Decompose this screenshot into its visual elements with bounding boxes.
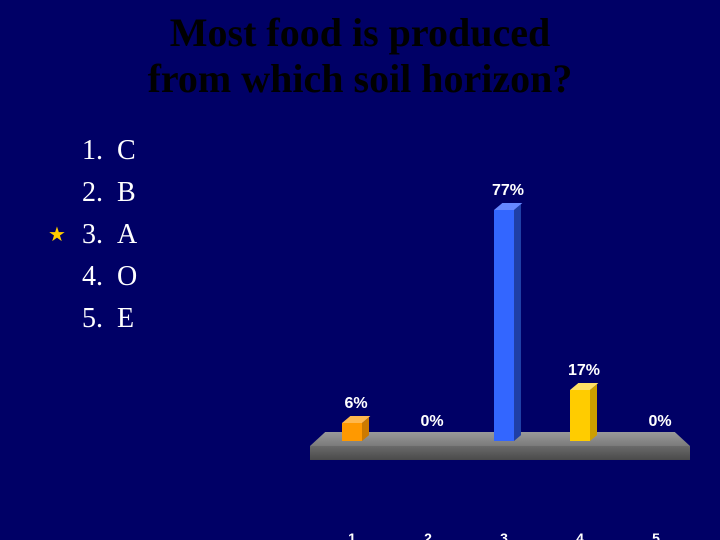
bar-value-label: 6%: [344, 395, 367, 413]
option-label: A: [103, 219, 137, 251]
answer-options: 1.C2.B★3.A4.O5.E: [45, 135, 137, 345]
title-line-2: from which soil horizon?: [0, 56, 720, 102]
option-label: E: [103, 303, 134, 335]
option-number: 1.: [69, 135, 103, 167]
response-chart: 6%0%77%17%0% 12345: [310, 120, 690, 520]
star-icon: ★: [48, 225, 66, 245]
bar-value-label: 0%: [648, 413, 671, 431]
option-label: C: [103, 135, 136, 167]
answer-option[interactable]: 4.O: [45, 261, 137, 293]
chart-plot: 6% 0% 77% 17% 0%: [310, 120, 690, 460]
option-label: B: [103, 177, 136, 209]
option-label: O: [103, 261, 137, 293]
option-number: 4.: [69, 261, 103, 293]
bar-front: [342, 423, 362, 441]
x-axis-label: 4: [576, 530, 584, 540]
bar-value-label: 17%: [568, 362, 600, 380]
bar-side: [514, 204, 521, 441]
x-axis-label: 3: [500, 530, 508, 540]
title-line-1: Most food is produced: [0, 10, 720, 56]
chart-x-labels: 1 2 3 4 5: [310, 526, 690, 540]
x-axis-label: 5: [652, 530, 660, 540]
answer-option[interactable]: 5.E: [45, 303, 137, 335]
bar-value-label: 77%: [492, 182, 524, 200]
star-cell: ★: [45, 225, 69, 245]
x-axis-label: 1: [348, 530, 356, 540]
bar-front: [570, 390, 590, 441]
x-axis-label: 2: [424, 530, 432, 540]
bar-front: [494, 210, 514, 441]
bar-side: [590, 384, 597, 441]
option-number: 2.: [69, 177, 103, 209]
bar-value-label: 0%: [420, 413, 443, 431]
option-number: 3.: [69, 219, 103, 251]
answer-option[interactable]: 1.C: [45, 135, 137, 167]
answer-option[interactable]: ★3.A: [45, 219, 137, 251]
question-title: Most food is produced from which soil ho…: [0, 0, 720, 102]
option-number: 5.: [69, 303, 103, 335]
answer-option[interactable]: 2.B: [45, 177, 137, 209]
platform-front: [310, 446, 690, 460]
